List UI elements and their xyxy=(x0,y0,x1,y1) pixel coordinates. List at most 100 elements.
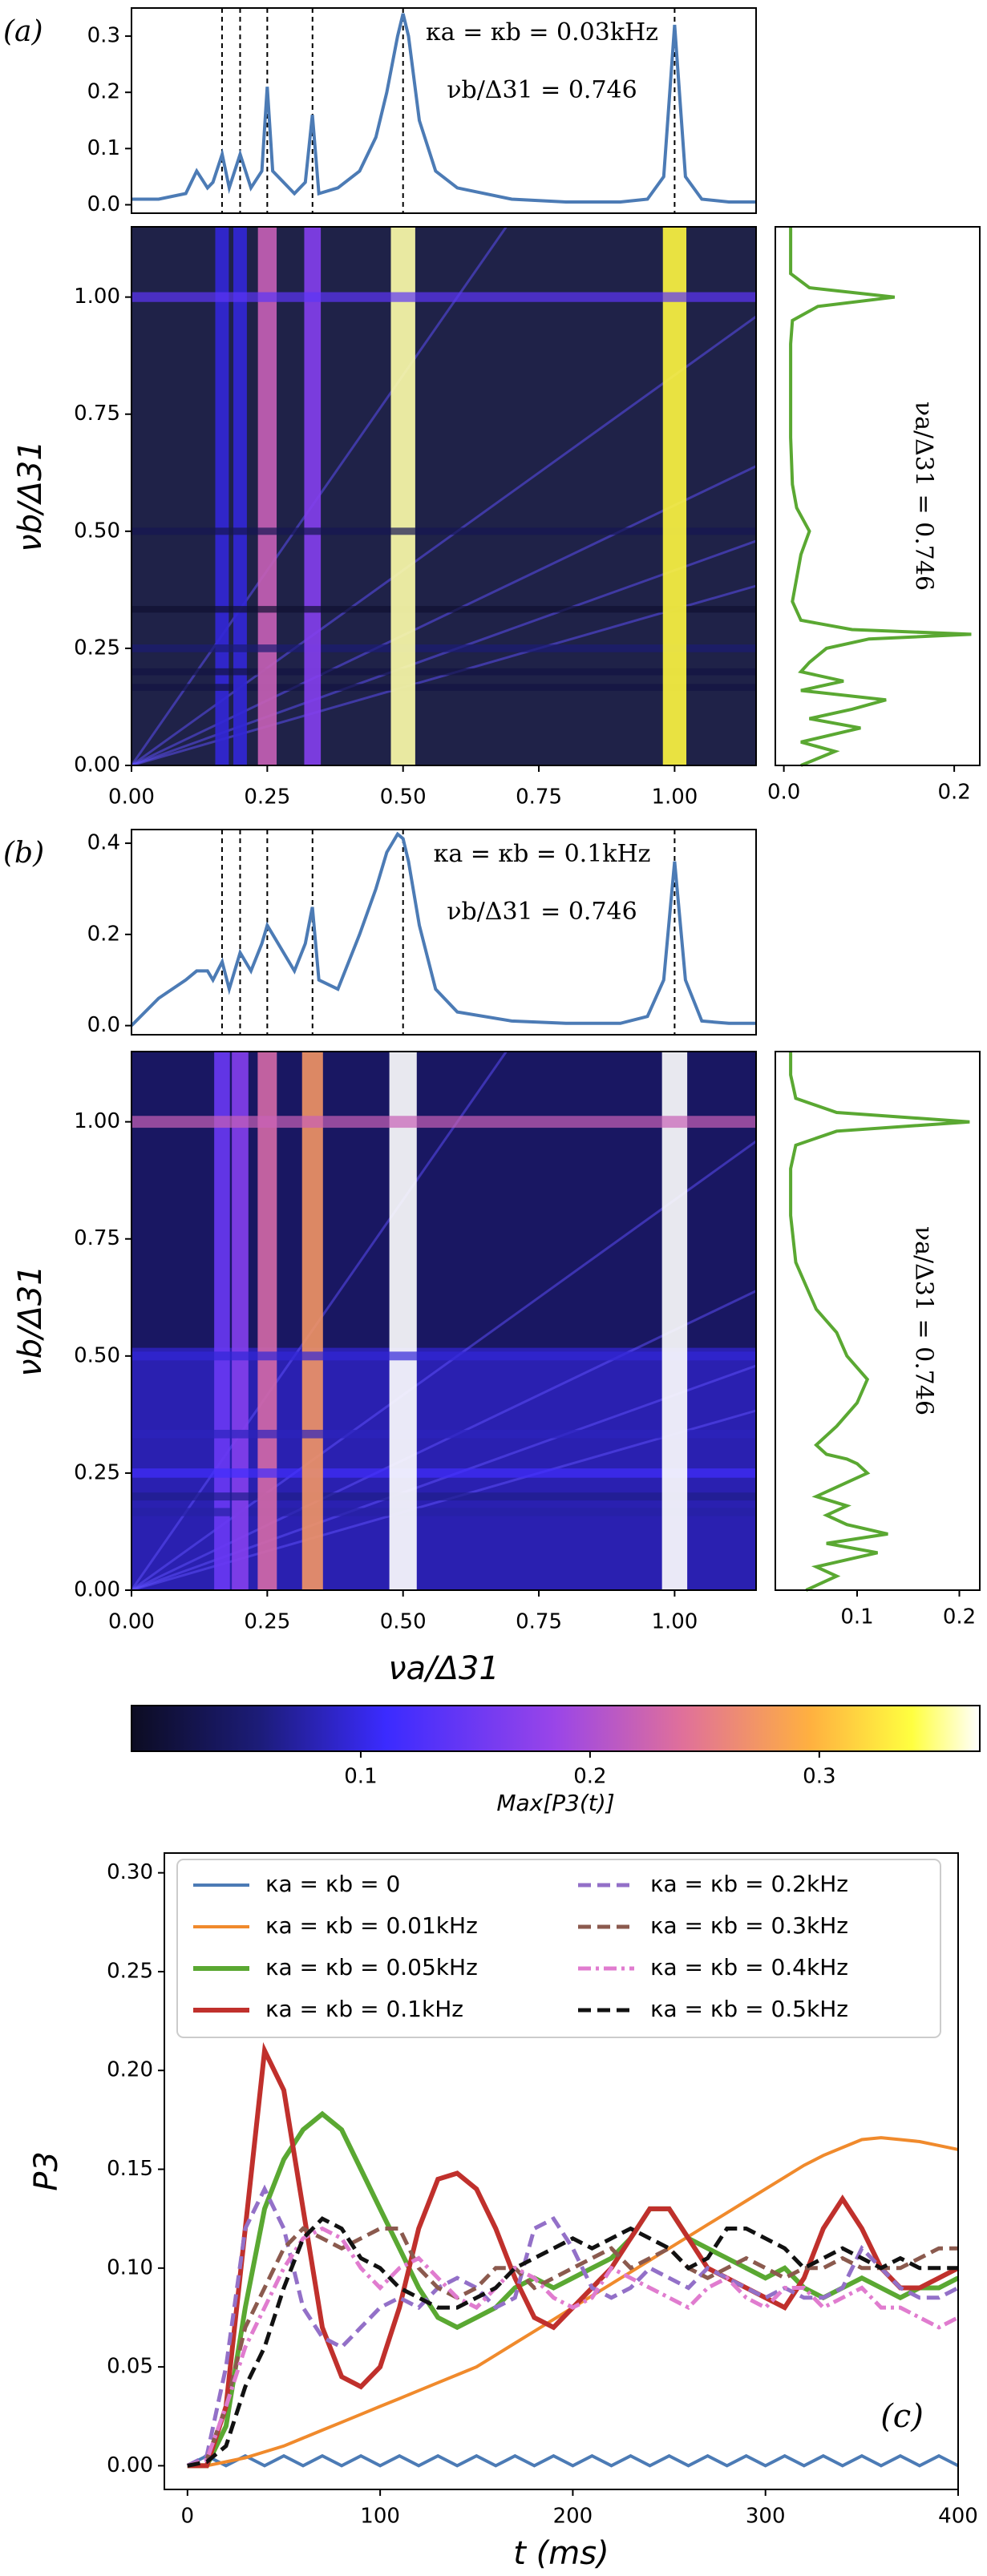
legend-label: κa = κb = 0.4kHz xyxy=(650,1954,848,1980)
horizontal-resonance xyxy=(131,1492,756,1501)
annotation: (c) xyxy=(880,2398,924,2435)
y-tick-label: 0.15 xyxy=(107,2157,153,2181)
x-tick-label: 0.1 xyxy=(840,1605,873,1629)
data-line xyxy=(131,13,756,204)
x-tick-label: 0.00 xyxy=(108,785,155,810)
legend-label: κa = κb = 0 xyxy=(265,1871,400,1897)
legend-label: κa = κb = 0.2kHz xyxy=(650,1871,848,1897)
colorbar-tick-label: 0.2 xyxy=(573,1765,606,1789)
y-tick-label: 0.0 xyxy=(87,1013,120,1037)
data-line xyxy=(789,227,972,767)
data-line xyxy=(130,831,756,1028)
colorbar-label: Max[P3(t)] xyxy=(496,1790,614,1816)
y-tick-label: 0.0 xyxy=(87,192,120,216)
y-axis-label: νb/Δ31 xyxy=(12,1265,49,1376)
x-tick-label: 0.0 xyxy=(767,781,800,805)
annotation: κa = κb = 0.1kHz xyxy=(434,840,651,868)
colorbar xyxy=(131,1705,981,1752)
data-line xyxy=(187,2226,958,2468)
y-tick-label: 0.2 xyxy=(87,80,120,104)
vertical-resonance xyxy=(233,227,247,765)
y-tick-label: 0.00 xyxy=(74,1578,120,1602)
y-tick-label: 0.25 xyxy=(74,636,120,660)
horizontal-resonance xyxy=(131,684,756,691)
legend-box xyxy=(176,1859,941,2038)
vertical-resonance xyxy=(215,227,229,765)
panel-label: (b) xyxy=(3,837,44,870)
data-line xyxy=(187,2226,960,2468)
diagonal xyxy=(131,584,756,765)
frame xyxy=(775,1051,981,1591)
vertical-resonance xyxy=(662,227,687,765)
y-tick-label: 0.50 xyxy=(74,1343,120,1367)
y-tick-label: 0.75 xyxy=(74,1226,120,1250)
x-tick-label: 300 xyxy=(746,2505,786,2529)
horizontal-resonance xyxy=(131,1468,756,1478)
legend-label: κa = κb = 0.5kHz xyxy=(650,1996,848,2022)
y-tick-label: 0.3 xyxy=(87,24,120,48)
x-tick-label: 1.00 xyxy=(651,785,698,810)
y-tick-label: 0.00 xyxy=(74,753,120,777)
horizontal-resonance xyxy=(131,1351,756,1361)
legend-label: κa = κb = 0.05kHz xyxy=(265,1954,478,1980)
y-tick-label: 0.1 xyxy=(87,136,120,160)
x-tick-label: 0.75 xyxy=(516,785,562,810)
diagonal xyxy=(131,539,756,765)
vertical-resonance xyxy=(304,227,322,765)
y-tick-label: 0.25 xyxy=(107,1959,153,1983)
x-tick-label: 0 xyxy=(181,2505,195,2529)
data-line xyxy=(789,1052,970,1592)
x-tick-label: 1.00 xyxy=(651,1610,698,1634)
y-tick-label: 0.00 xyxy=(107,2453,153,2477)
x-tick-label: 200 xyxy=(553,2505,593,2529)
y-axis-label: P3 xyxy=(28,2151,65,2191)
horizontal-resonance xyxy=(131,292,756,302)
annotation: νa/Δ31 = 0.746 xyxy=(910,1226,938,1415)
panel-label: (a) xyxy=(3,15,43,48)
colorbar-tick-label: 0.3 xyxy=(803,1765,835,1789)
x-tick-label: 0.2 xyxy=(943,1605,976,1629)
frame xyxy=(131,1051,757,1591)
annotation: νb/Δ31 = 0.746 xyxy=(447,898,637,926)
heatmap-features xyxy=(131,227,756,765)
data-line xyxy=(186,2453,959,2468)
frame xyxy=(131,7,757,214)
x-tick-label: 0.00 xyxy=(108,1610,155,1634)
x-tick-label: 0.50 xyxy=(380,785,427,810)
legend-label: κa = κb = 0.01kHz xyxy=(265,1912,478,1939)
horizontal-resonance xyxy=(131,1508,756,1516)
y-tick-label: 0.50 xyxy=(74,519,120,543)
x-tick-label: 0.25 xyxy=(244,785,290,810)
data-line xyxy=(186,2184,960,2468)
horizontal-resonance xyxy=(131,668,756,676)
horizontal-resonance xyxy=(131,1429,756,1439)
x-axis-label: t (ms) xyxy=(513,2535,609,2572)
frame xyxy=(164,1852,959,2490)
vertical-resonance xyxy=(214,1052,230,1590)
y-tick-label: 0.30 xyxy=(107,1860,153,1884)
data-line xyxy=(187,2216,958,2468)
x-tick-label: 100 xyxy=(360,2505,400,2529)
horizontal-resonance xyxy=(131,1116,756,1129)
x-tick-label: 400 xyxy=(938,2505,978,2529)
horizontal-resonance xyxy=(131,527,756,535)
y-tick-label: 0.25 xyxy=(74,1460,120,1484)
x-tick-label: 0.2 xyxy=(937,781,970,805)
vertical-resonance xyxy=(257,227,277,765)
annotation: νa/Δ31 = 0.746 xyxy=(910,402,938,591)
annotation: κa = κb = 0.03kHz xyxy=(426,18,658,46)
heatmap-features xyxy=(131,1052,756,1590)
vertical-resonance xyxy=(257,1052,277,1590)
x-tick-label: 0.50 xyxy=(380,1610,427,1634)
y-tick-label: 1.00 xyxy=(74,1109,120,1133)
horizontal-resonance xyxy=(131,606,756,613)
y-tick-label: 0.20 xyxy=(107,2058,153,2082)
y-tick-label: 0.10 xyxy=(107,2255,153,2279)
diagonal xyxy=(131,315,756,765)
y-axis-label: νb/Δ31 xyxy=(12,440,49,551)
vertical-resonance xyxy=(389,1052,417,1590)
y-tick-label: 0.75 xyxy=(74,402,120,426)
vertical-resonance xyxy=(661,1052,688,1590)
vertical-resonance xyxy=(301,1052,323,1590)
